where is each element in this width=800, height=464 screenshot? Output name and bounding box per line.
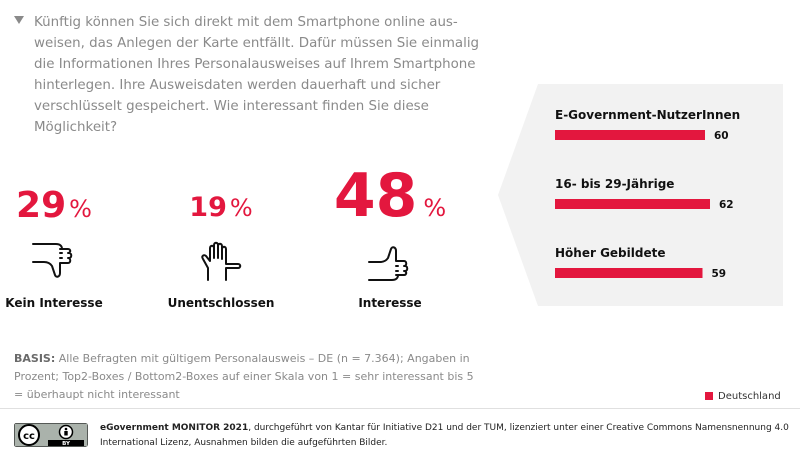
flat-hand-icon	[201, 241, 242, 281]
bar	[555, 199, 710, 209]
stat-value: 19	[189, 192, 227, 223]
question-line: hinterlegen. Ihre Ausweisdaten werden da…	[34, 78, 441, 93]
bar-category-label: E-Government-NutzerInnen	[555, 108, 740, 122]
stat-value: 48	[333, 161, 418, 231]
question-line: weisen, das Anlegen der Karte entfällt. …	[34, 36, 480, 51]
bar-value-label: 59	[712, 268, 727, 280]
bar-category-label: Höher Gebildete	[555, 246, 665, 260]
basis-note: BASIS: Alle Befragten mit gültigem Perso…	[14, 350, 484, 404]
thumbs-down-icon	[32, 243, 73, 278]
footer-credit: eGovernment MONITOR 2021, durchgeführt v…	[100, 421, 790, 451]
legend: Deutschland	[705, 391, 781, 402]
stat-unit: %	[423, 194, 447, 222]
stat-unit: %	[229, 194, 253, 222]
stat-value: 29	[16, 185, 67, 226]
bar-category-label: 16- bis 29-Jährige	[555, 177, 674, 191]
thumbs-up-icon	[368, 246, 409, 281]
stat-interesse: 48%	[326, 166, 454, 228]
bar	[555, 268, 703, 278]
question-line: Künftig können Sie sich direkt mit dem S…	[34, 15, 458, 30]
stat-label-interesse: Interesse	[326, 292, 454, 311]
subgroup-panel: E-Government-NutzerInnen 60 16- bis 29-Jäh…	[498, 84, 783, 306]
subgroup-bar-chart: E-Government-NutzerInnen 60 16- bis 29-Jäh…	[555, 108, 740, 280]
svg-text:cc: cc	[23, 431, 35, 442]
collapse-triangle-icon[interactable]	[14, 16, 24, 24]
stat-label-unentschlossen: Unentschlossen	[166, 292, 276, 311]
basis-label: BASIS:	[14, 352, 56, 365]
stat-unit: %	[69, 195, 92, 223]
bar-value-label: 62	[719, 199, 734, 211]
stat-label: Unentschlossen	[167, 296, 275, 310]
question-line: verschlüsselt gespeichert. Wie interessa…	[34, 99, 429, 114]
legend-swatch	[705, 392, 713, 400]
stat-label-kein-interesse: Kein Interesse	[0, 292, 108, 311]
question-text: Künftig können Sie sich direkt mit dem S…	[34, 12, 504, 138]
footer-text: , durchgeführt von Kantar für Initiative…	[100, 423, 789, 448]
question-line: die Informationen Ihres Personalausweise…	[34, 57, 476, 72]
footer-title: eGovernment MONITOR 2021	[100, 423, 249, 433]
footer-divider	[0, 408, 800, 409]
legend-label: Deutschland	[718, 391, 781, 402]
stat-label: Interesse	[358, 296, 422, 310]
license-badge-text: BY	[62, 441, 71, 447]
bar	[555, 130, 705, 140]
basis-text: Alle Befragten mit gültigem Personalausw…	[14, 352, 474, 401]
cc-by-license-icon[interactable]: cc BY	[14, 423, 88, 447]
bar-value-label: 60	[714, 130, 729, 142]
stat-kein-interesse: 29%	[0, 188, 108, 224]
stat-label: Kein Interesse	[5, 296, 103, 310]
stat-unentschlossen: 19%	[166, 194, 276, 224]
question-line: Möglichkeit?	[34, 120, 118, 135]
